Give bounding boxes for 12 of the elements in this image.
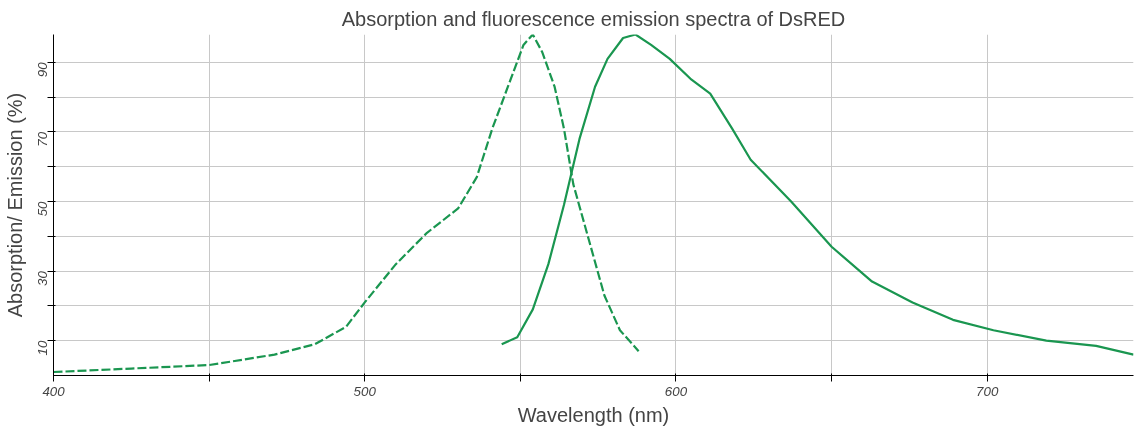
x-tick-label: 500 xyxy=(353,383,377,399)
x-tick-label: 600 xyxy=(664,383,688,399)
x-tick-label: 400 xyxy=(42,383,66,399)
chart-title: Absorption and fluorescence emission spectra of DsRED xyxy=(341,7,846,30)
y-tick-label: 70 xyxy=(35,131,50,147)
x-axis-title: Wavelength (nm) xyxy=(517,403,670,426)
y-axis-title: Absorption/ Emission (%) xyxy=(3,92,26,318)
y-tick-label: 30 xyxy=(35,270,50,286)
y-tick-label: 50 xyxy=(35,200,50,217)
x-tick-label: 700 xyxy=(976,383,999,399)
y-tick-label: 90 xyxy=(35,61,50,78)
y-tick-label: 10 xyxy=(35,340,50,356)
